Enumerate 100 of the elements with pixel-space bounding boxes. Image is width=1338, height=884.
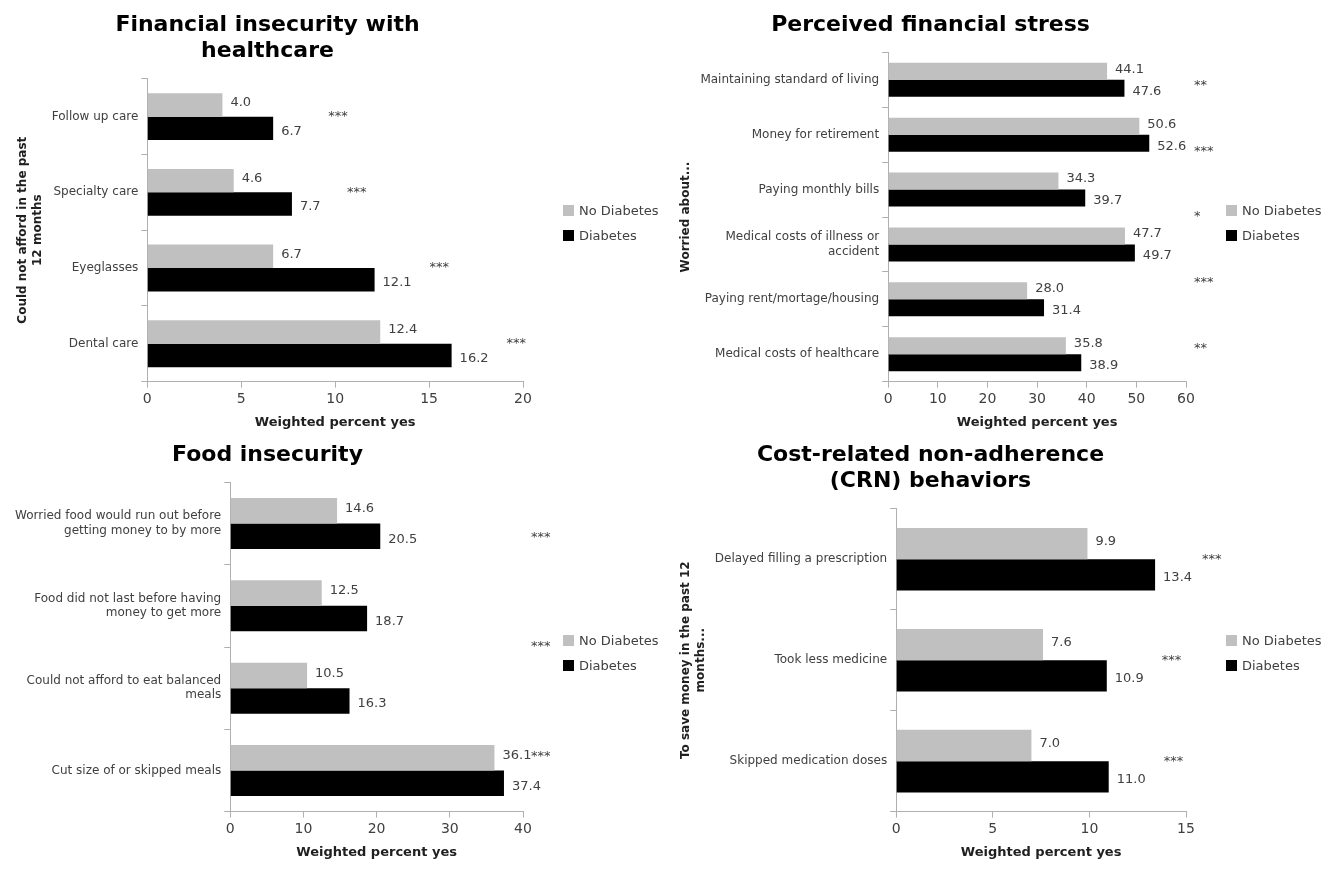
data-label: 12.5: [329, 582, 359, 598]
data-label: 12.1: [382, 274, 412, 290]
x-tick-label: 0: [883, 389, 893, 406]
data-label: 37.4: [511, 777, 541, 793]
data-label: 44.1: [1115, 60, 1145, 76]
x-tick-label: 0: [225, 819, 235, 836]
data-label: 7.6: [1051, 633, 1072, 649]
bar: [230, 580, 322, 606]
data-label: 11.0: [1116, 771, 1146, 787]
text: ***: [1202, 550, 1222, 566]
annotation: ***: [1161, 651, 1182, 667]
data-label: 28.0: [1035, 280, 1065, 296]
data-label: 10.5: [315, 664, 345, 680]
x-tick-label: 0: [891, 819, 901, 836]
bar: [230, 605, 368, 632]
x-tick-label: 40: [1077, 389, 1096, 406]
y-axis-title: Worried about...: [678, 161, 693, 273]
bar: [888, 354, 1082, 372]
x-tick-label: 30: [1028, 389, 1046, 406]
y-tick-label: Food did not last before having money to get more: [34, 590, 222, 620]
data-label: 4.0: [230, 94, 252, 110]
annotation: ***: [346, 183, 367, 199]
bar: [230, 662, 308, 689]
annotation: ***: [429, 259, 450, 275]
x-tick-label: 5: [988, 819, 998, 836]
bar: [147, 116, 274, 141]
bar: [896, 527, 1088, 560]
y-tick-label: Medical costs of healthcare: [715, 346, 880, 361]
x-axis-title: Weighted percent yes: [960, 843, 1122, 859]
text: ***: [531, 638, 551, 654]
y-tick-label: Specialty care: [53, 184, 139, 199]
y-tick-label: Dental care: [68, 335, 139, 350]
text: ***: [1194, 274, 1214, 290]
data-label: 49.7: [1142, 247, 1172, 263]
bar: [147, 244, 274, 269]
x-axis-title: Weighted percent yes: [956, 413, 1118, 429]
bar: [896, 559, 1156, 591]
x-axis-title: Weighted percent yes: [254, 413, 416, 429]
x-tick-label: 20: [514, 389, 532, 406]
data-label: 4.6: [241, 169, 263, 185]
bar: [896, 628, 1044, 661]
x-tick-label: 20: [978, 389, 997, 406]
legend-label: Diabetes: [1242, 658, 1300, 673]
data-label: 31.4: [1052, 302, 1081, 318]
y-axis-title: To save money in the past 12 months...: [678, 561, 707, 760]
bar: [147, 192, 292, 216]
bar: [888, 62, 1108, 80]
data-label: 10.9: [1114, 670, 1144, 686]
bar: [147, 93, 223, 117]
x-tick-label: 0: [142, 389, 152, 406]
bar: [896, 729, 1032, 762]
y-tick-label: Medical costs of illness or accident: [725, 229, 880, 258]
legend-label: Diabetes: [579, 658, 637, 673]
bar: [230, 744, 495, 771]
data-label: 12.4: [388, 321, 418, 337]
x-tick-label: 40: [514, 819, 532, 836]
y-tick-label: Follow up care: [51, 108, 139, 123]
y-tick-label: Skipped medication doses: [729, 753, 888, 768]
data-label: 6.7: [281, 122, 302, 138]
y-tick-label: Worried food would run out before getting money to by more: [14, 508, 222, 537]
bar: [888, 134, 1150, 152]
data-label: 7.7: [299, 198, 321, 214]
data-label: 52.6: [1157, 137, 1187, 153]
x-axis-title: Weighted percent yes: [296, 843, 458, 859]
y-tick-label: Paying rent/mortage/housing: [704, 291, 880, 306]
bar: [888, 189, 1086, 207]
data-label: 47.7: [1132, 225, 1162, 241]
y-axis-title: Could not afford in the past 12 months: [15, 136, 44, 324]
data-label: 18.7: [375, 612, 405, 628]
x-tick-label: 15: [420, 389, 438, 406]
bar: [896, 660, 1107, 692]
legend-label: Diabetes: [1242, 228, 1300, 243]
data-label: 7.0: [1039, 734, 1061, 750]
data-label: 16.2: [459, 349, 489, 365]
text: **: [1194, 340, 1208, 356]
x-tick-label: 20: [367, 819, 386, 836]
x-tick-label: 10: [1080, 819, 1099, 836]
data-label: 16.3: [357, 695, 387, 711]
annotation: ***: [506, 335, 527, 351]
legend-label: No Diabetes: [1242, 203, 1322, 218]
x-tick-label: 15: [1177, 819, 1195, 836]
y-tick-label: Maintaining standard of living: [700, 71, 880, 86]
bar: [888, 337, 1066, 355]
data-label: 34.3: [1066, 170, 1096, 186]
chart-title: Perceived financial stress: [771, 10, 1090, 36]
data-label: 14.6: [345, 500, 375, 516]
bar: [147, 168, 234, 193]
data-label: 36.1: [502, 747, 532, 763]
x-tick-label: 5: [236, 389, 246, 406]
y-tick-label: Paying monthly bills: [758, 181, 880, 196]
y-tick-label: Cut size of or skipped meals: [51, 762, 222, 777]
y-tick-label: Could not afford to eat balanced meals: [26, 673, 222, 702]
bar: [230, 523, 381, 550]
x-tick-label: 10: [294, 819, 313, 836]
y-tick-label: Eyeglasses: [71, 260, 139, 275]
bar: [230, 770, 504, 796]
data-label: 35.8: [1073, 335, 1103, 351]
chart-title: Financial insecurity with healthcare: [115, 10, 420, 63]
data-label: 13.4: [1163, 569, 1193, 585]
y-tick-label: Took less medicine: [773, 652, 888, 667]
